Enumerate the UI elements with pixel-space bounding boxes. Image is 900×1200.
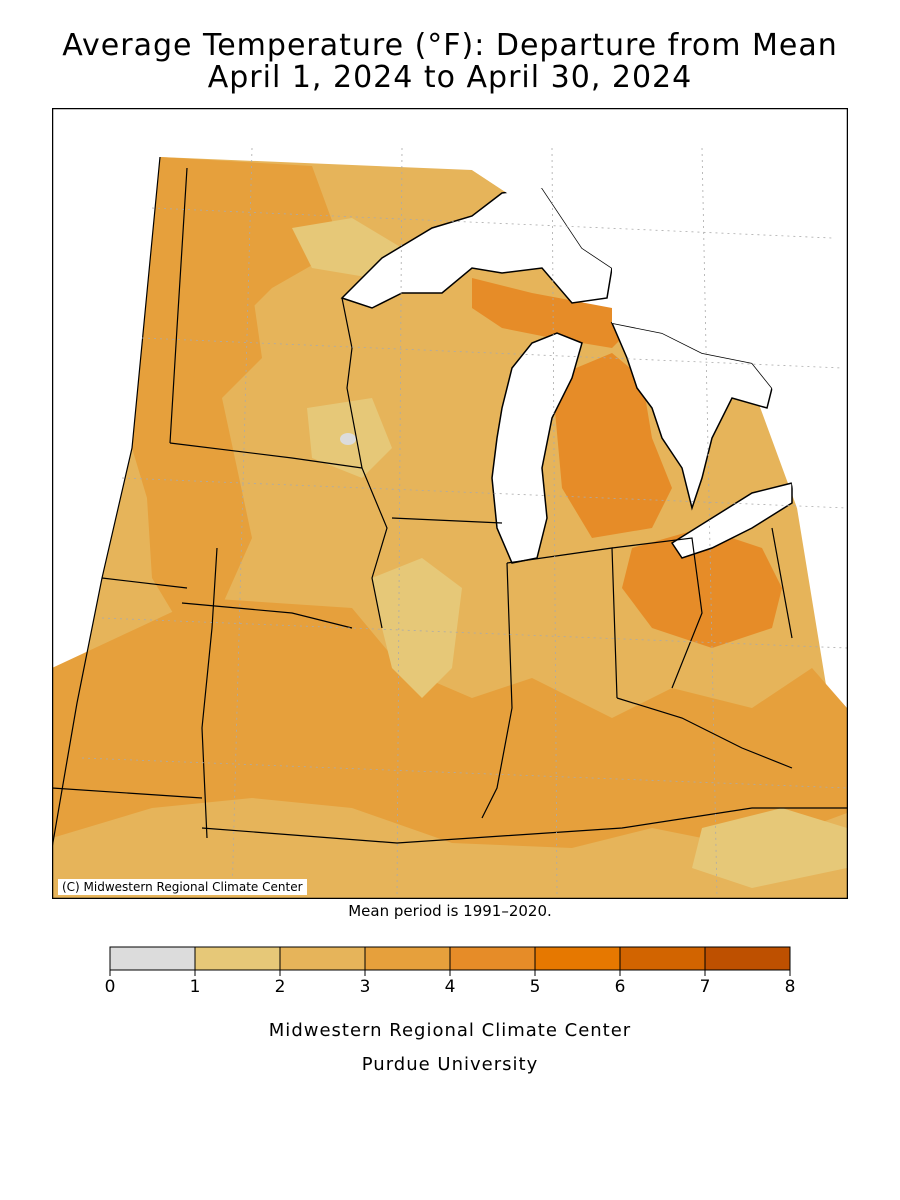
legend-tick-label-1: 1 [190, 977, 201, 997]
color-legend: 0 1 2 3 4 5 6 7 8 [100, 940, 800, 1000]
legend-bin-4 [450, 947, 535, 970]
legend-bin-7 [705, 947, 790, 970]
credit-university: Purdue University [0, 1054, 900, 1075]
legend-tick-label-2: 2 [275, 977, 286, 997]
map-title: Average Temperature (°F): Departure from… [0, 30, 900, 62]
copyright-label: (C) Midwestern Regional Climate Center [58, 879, 307, 895]
map-date-range: April 1, 2024 to April 30, 2024 [0, 62, 900, 94]
legend-tick-label-6: 6 [615, 977, 626, 997]
legend-tick-label-0: 0 [105, 977, 116, 997]
legend-bin-0 [110, 947, 195, 970]
legend-tick-label-8: 8 [785, 977, 796, 997]
legend-bin-2 [280, 947, 365, 970]
legend-tick-label-5: 5 [530, 977, 541, 997]
legend-bin-3 [365, 947, 450, 970]
legend-bin-5 [535, 947, 620, 970]
legend-bin-1 [195, 947, 280, 970]
mean-period-note: Mean period is 1991–2020. [0, 902, 900, 920]
legend-tick-label-4: 4 [445, 977, 456, 997]
credit-organization: Midwestern Regional Climate Center [0, 1020, 900, 1041]
temperature-departure-map [52, 108, 848, 899]
legend-tick-label-3: 3 [360, 977, 371, 997]
band-0-1-spot [340, 433, 356, 445]
legend-tick-label-7: 7 [700, 977, 711, 997]
legend-bin-6 [620, 947, 705, 970]
